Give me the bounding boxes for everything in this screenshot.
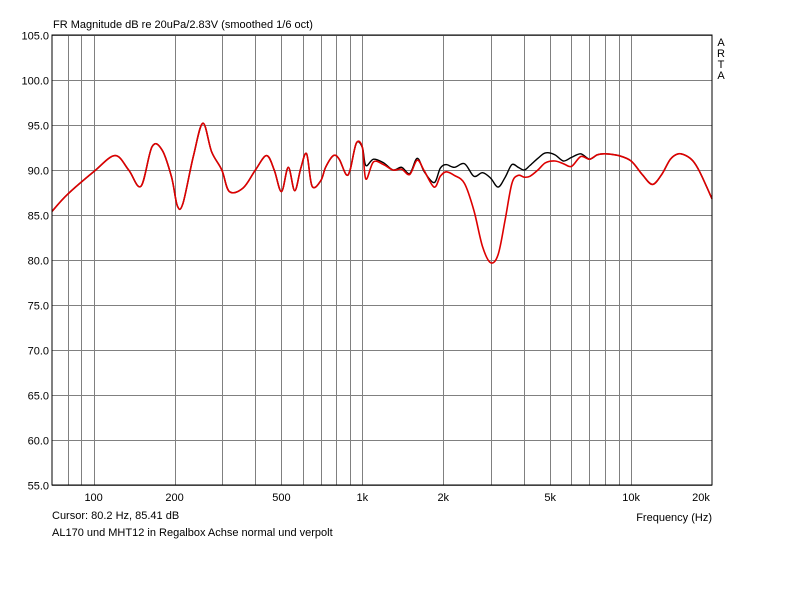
watermark-letter: A	[717, 37, 725, 49]
x-axis-label: Frequency (Hz)	[636, 512, 712, 524]
x-tick-label: 500	[272, 492, 290, 504]
y-tick-label: 80.0	[28, 256, 49, 268]
x-tick-label: 1k	[357, 492, 369, 504]
y-tick-label: 105.0	[21, 31, 49, 43]
y-tick-label: 70.0	[28, 346, 49, 358]
y-tick-labels: 55.0 60.0 65.0 70.0 75.0 80.0 85.0 90.0 95.0 100.…	[21, 31, 49, 493]
grid-lines	[52, 35, 712, 486]
y-tick-label: 75.0	[28, 301, 49, 313]
series-line-2	[51, 122, 713, 264]
chart-caption: AL170 und MHT12 in Regalbox Achse normal…	[52, 527, 333, 539]
x-tick-label: 10k	[622, 492, 640, 504]
plot-border	[51, 34, 713, 486]
x-tick-label: 5k	[544, 492, 556, 504]
y-tick-label: 90.0	[28, 166, 49, 178]
y-tick-label: 100.0	[21, 76, 49, 88]
watermark-letter: T	[718, 59, 725, 71]
y-tick-label: 60.0	[28, 436, 49, 448]
cursor-readout: Cursor: 80.2 Hz, 85.41 dB	[52, 510, 180, 522]
series-layer	[51, 122, 713, 264]
x-tick-label: 200	[165, 492, 183, 504]
y-tick-label: 85.0	[28, 211, 49, 223]
x-tick-labels: 100 200 500 1k 2k 5k 10k 20k	[84, 492, 710, 504]
watermark-letter: R	[717, 48, 725, 60]
x-tick-label: 20k	[692, 492, 710, 504]
y-tick-label: 55.0	[28, 481, 49, 493]
x-tick-label: 100	[84, 492, 102, 504]
watermark-letter: A	[717, 70, 725, 82]
y-tick-label: 65.0	[28, 391, 49, 403]
x-tick-label: 2k	[437, 492, 449, 504]
chart-title: FR Magnitude dB re 20uPa/2.83V (smoothed…	[53, 19, 313, 31]
y-tick-label: 95.0	[28, 121, 49, 133]
